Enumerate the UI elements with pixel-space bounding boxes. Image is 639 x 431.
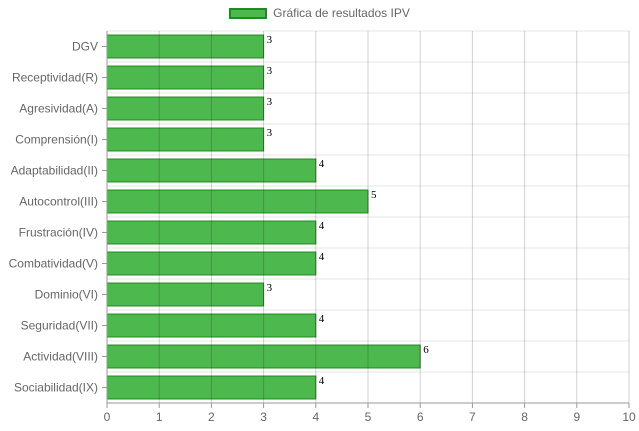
legend-label: Gráfica de resultados IPV — [273, 6, 410, 20]
category-label: Combatividad(V) — [9, 257, 98, 271]
category-label: Sociabilidad(IX) — [14, 381, 98, 395]
x-tick-label: 4 — [312, 410, 319, 424]
x-tick-label: 9 — [573, 410, 580, 424]
bar-2[interactable] — [106, 96, 265, 121]
category-label: DGV — [72, 40, 98, 54]
x-tick-label: 5 — [365, 410, 372, 424]
data-label: 3 — [267, 282, 273, 294]
category-label: Frustración(IV) — [19, 226, 98, 240]
category-label: Autocontrol(III) — [19, 195, 98, 209]
data-label: 4 — [319, 220, 325, 232]
data-label: 3 — [267, 65, 273, 77]
category-label: Actividad(VIII) — [23, 350, 98, 364]
bar-8[interactable] — [106, 282, 265, 307]
data-label: 4 — [319, 158, 325, 170]
data-label: 4 — [319, 375, 325, 387]
category-label: Comprensión(I) — [15, 133, 98, 147]
category-label: Dominio(VI) — [35, 288, 98, 302]
chart-legend[interactable]: Gráfica de resultados IPV — [0, 6, 639, 20]
x-tick-label: 7 — [469, 410, 476, 424]
x-tick-label: 10 — [622, 410, 636, 424]
category-label: Receptividad(R) — [12, 71, 98, 85]
x-tick-label: 8 — [521, 410, 528, 424]
data-label: 6 — [423, 344, 429, 356]
legend-swatch — [229, 7, 268, 19]
data-label: 3 — [267, 127, 273, 139]
x-tick-label: 6 — [417, 410, 424, 424]
bar-0[interactable] — [106, 34, 265, 59]
x-tick-label: 3 — [260, 410, 267, 424]
data-label: 4 — [319, 251, 325, 263]
data-label: 3 — [267, 34, 273, 46]
bar-1[interactable] — [106, 65, 265, 90]
category-label: Seguridad(VII) — [21, 319, 98, 333]
bar-3[interactable] — [106, 127, 265, 152]
x-tick-label: 0 — [104, 410, 111, 424]
data-label: 4 — [319, 313, 325, 325]
x-tick-label: 1 — [156, 410, 163, 424]
category-label: Adaptabilidad(II) — [11, 164, 98, 178]
data-label: 5 — [371, 189, 377, 201]
category-label: Agresividad(A) — [19, 102, 98, 116]
x-tick-label: 2 — [208, 410, 215, 424]
data-label: 3 — [267, 96, 273, 108]
bar-5[interactable] — [106, 189, 369, 214]
